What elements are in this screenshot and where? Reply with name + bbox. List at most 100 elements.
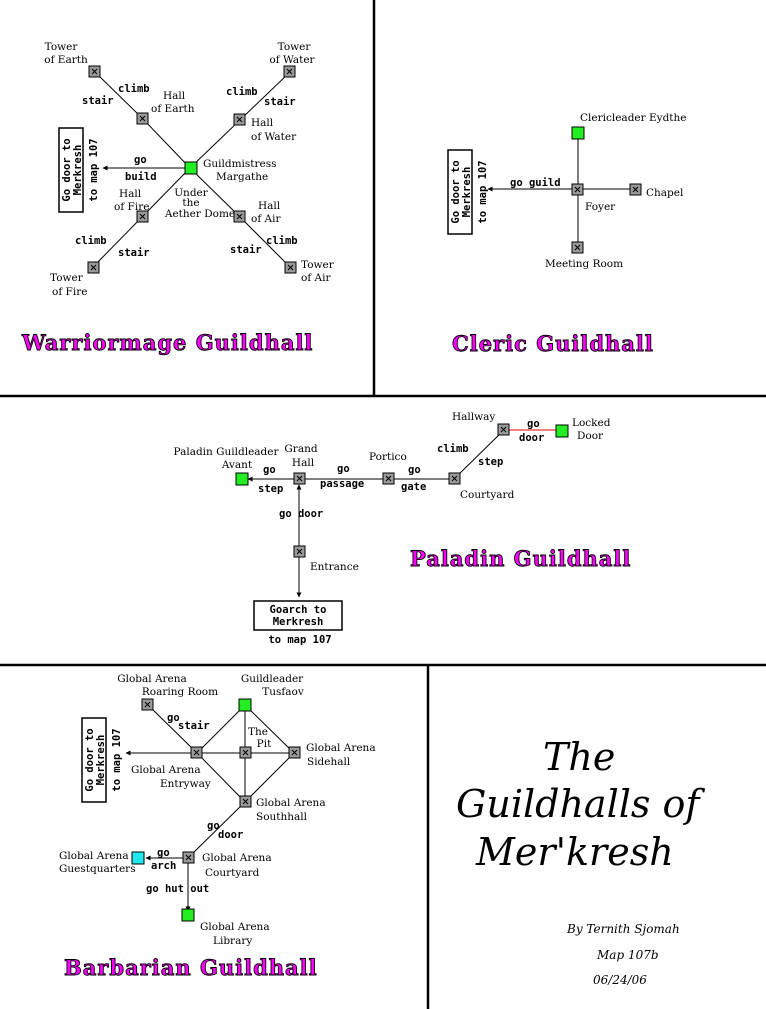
cmd-step: step <box>478 456 503 468</box>
label-hall-of-fire: Hall of Fire <box>114 188 149 213</box>
map-number: Map 107b <box>596 948 659 962</box>
cmd-climb: climb <box>226 86 258 98</box>
label-library: Global Arena Library <box>200 921 270 947</box>
map-date: 06/24/06 <box>593 973 647 987</box>
room-tower-of-air <box>284 261 297 274</box>
cmd-go-guild: go guild <box>510 177 561 189</box>
label-guildleader-tusfaov: Guildleader Tusfaov <box>241 673 304 698</box>
label-guildmistress: Guildmistress Margathe <box>203 158 277 183</box>
room-guildleader-tusfaov <box>238 698 252 712</box>
room-locked-door <box>555 424 569 438</box>
label-southhall: Global Arena Southhall <box>256 797 326 823</box>
room-meeting-room <box>571 241 584 254</box>
room-hall-of-air <box>233 210 246 223</box>
label-hall-of-earth: Hall of Earth <box>151 90 195 115</box>
barbarian-section: Global Arena Roaring Room Guildleader Tusf… <box>59 673 376 980</box>
exit-box-cleric: Go door toMerkresh to map 107 <box>447 149 489 235</box>
svg-text:Goarch toMerkresh: Goarch to Merkresh <box>270 604 327 628</box>
label-grand-hall: Grand Hall <box>284 443 317 469</box>
room-clericleader <box>571 126 585 140</box>
cmd-go: go <box>157 847 170 859</box>
cmd-door: door <box>218 829 243 841</box>
room-chapel <box>629 183 642 196</box>
room-portico <box>382 472 395 485</box>
cmd-stair: stair <box>82 95 114 107</box>
label-entrance: Entrance <box>310 561 359 573</box>
room-hall-of-fire <box>136 210 149 223</box>
cmd-step: step <box>258 483 283 495</box>
exit-box-paladin-sub: to map 107 <box>268 634 331 646</box>
room-grand-hall <box>293 472 306 485</box>
guild-title-warriormage: Warriormage Guildhall <box>21 330 313 355</box>
room-entryway <box>190 746 203 759</box>
warriormage-section: Tower of Earth Hall of Earth Tower of Water… <box>21 41 335 355</box>
room-southhall <box>239 795 252 808</box>
room-entrance <box>293 545 306 558</box>
room-tower-of-water <box>283 65 296 78</box>
cmd-passage: passage <box>320 478 364 490</box>
label-clericleader: Clericleader Eydthe <box>580 112 687 124</box>
guild-title-paladin: Paladin Guildhall <box>410 546 631 571</box>
cmd-climb: climb <box>118 83 150 95</box>
label-portico: Portico <box>369 451 407 463</box>
label-sidehall: Global Arena Sidehall <box>306 742 376 768</box>
label-hall-of-water: Hall of Water <box>251 117 297 143</box>
label-foyer: Foyer <box>585 201 616 213</box>
map-title-line-3: Mer'kresh <box>475 830 674 874</box>
room-arena-courtyard <box>182 851 195 864</box>
cmd-go: go <box>408 464 421 476</box>
label-courtyard: Courtyard <box>460 489 515 501</box>
label-tower-of-air: Tower of Air <box>301 259 335 284</box>
cmd-stair: stair <box>230 244 262 256</box>
cmd-stair: stair <box>178 720 210 732</box>
room-library <box>181 908 195 922</box>
room-guildmistress-margathe <box>184 161 198 175</box>
cmd-door: door <box>519 432 544 444</box>
cmd-climb: climb <box>266 235 298 247</box>
room-sidehall <box>288 746 301 759</box>
cmd-gate: gate <box>401 481 426 493</box>
cmd-go: go <box>527 418 540 430</box>
label-the-pit: The Pit <box>248 726 272 750</box>
cmd-stair: stair <box>118 247 150 259</box>
label-tower-of-fire: Tower of Fire <box>50 272 87 298</box>
room-hallway <box>497 423 510 436</box>
map-title-line-1: The <box>543 735 615 779</box>
cmd-arch: arch <box>151 860 176 872</box>
room-guestquarters <box>131 851 145 865</box>
room-foyer <box>571 183 584 196</box>
label-hall-of-air: Hall of Air <box>251 200 281 225</box>
room-hall-of-earth <box>136 112 149 125</box>
label-tower-of-water: Tower of Water <box>269 41 315 66</box>
cleric-section: Clericleader Eydthe Chapel Foyer Meeting… <box>447 112 687 356</box>
map-author: By Ternith Sjomah <box>566 922 680 936</box>
cmd-go: go <box>263 464 276 476</box>
cmd-go: go <box>337 463 350 475</box>
label-under-aether-dome: Under the Aether Dome <box>164 187 235 220</box>
label-entryway: Global Arena Entryway <box>131 764 211 790</box>
label-hallway: Hallway <box>452 411 495 423</box>
paladin-section: Paladin Guildleader Avant Grand Hall Porti… <box>173 411 631 646</box>
cmd-go: go <box>134 154 147 166</box>
cmd-build: build <box>125 171 157 183</box>
room-courtyard <box>448 472 461 485</box>
room-hall-of-water <box>233 113 246 126</box>
map-title-line-2: Guildhalls of <box>456 782 705 826</box>
room-tower-of-fire <box>87 261 100 274</box>
label-guestquarters: Global Arena Guestquarters <box>59 850 136 875</box>
cmd-go: go <box>167 712 180 724</box>
label-tower-of-earth: Tower of Earth <box>44 41 88 66</box>
exit-box-warriormage: Go door toMerkresh to map 107 <box>58 127 100 213</box>
room-paladin-guildleader <box>235 472 249 486</box>
cmd-go-hut-out: go hut out <box>146 883 209 895</box>
cmd-climb: climb <box>75 235 107 247</box>
cmd-stair: stair <box>264 96 296 108</box>
label-paladin-guildleader: Paladin Guildleader Avant <box>173 446 279 471</box>
guild-title-cleric: Cleric Guildhall <box>452 331 654 356</box>
guild-title-barbarian: Barbarian Guildhall <box>64 955 318 980</box>
cmd-go-door: go door <box>279 508 323 520</box>
